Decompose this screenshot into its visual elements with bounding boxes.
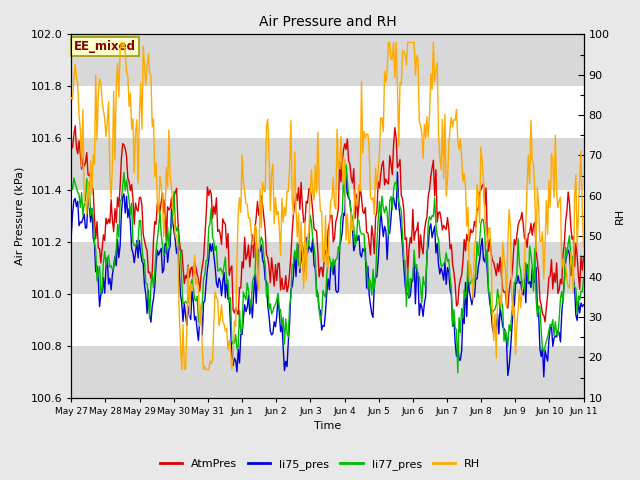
Text: EE_mixed: EE_mixed (74, 40, 136, 53)
Bar (71, 346, 584, 398)
Bar (71, 242, 584, 294)
Bar (71, 138, 584, 190)
Bar (71, 35, 584, 86)
Y-axis label: RH: RH (615, 208, 625, 224)
Title: Air Pressure and RH: Air Pressure and RH (259, 15, 396, 29)
X-axis label: Time: Time (314, 421, 341, 432)
Y-axis label: Air Pressure (kPa): Air Pressure (kPa) (15, 167, 25, 265)
Legend: AtmPres, li75_pres, li77_pres, RH: AtmPres, li75_pres, li77_pres, RH (156, 455, 484, 474)
